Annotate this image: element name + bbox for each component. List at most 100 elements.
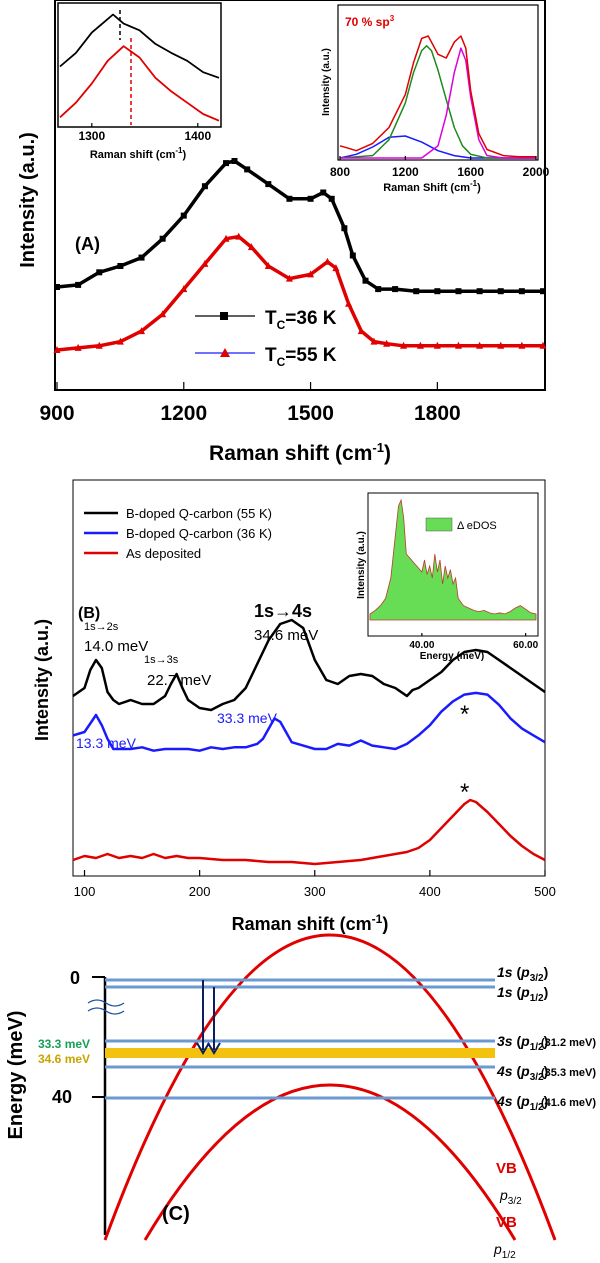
inset-a2-xlabel-text: Raman Shift (cm (383, 182, 470, 194)
inset-a1-xlabel-end: ) (183, 149, 187, 161)
panel-b-ylabel: Intensity (a.u.) (32, 619, 52, 741)
legend-55k-name: T (265, 345, 277, 366)
p12-label: p1/2 (493, 1241, 516, 1261)
a-lines-point-0-2 (96, 269, 103, 276)
level-label-5-sub: 1/2 (530, 1102, 544, 1113)
a1-lines-series-0 (59, 13, 220, 79)
annot-1s3s: 1s→3s (144, 654, 179, 666)
a-lines-point-1-11 (264, 262, 272, 269)
level-label-4-energy: (35.3 meV) (541, 1067, 596, 1079)
vb-curve-p12 (103, 933, 557, 1241)
panel-a-xlabel: Raman shift (cm-1) (209, 440, 391, 465)
a-lines-point-0-6 (180, 212, 187, 219)
panel-b-legend: B-doped Q-carbon (55 K) B-doped Q-carbon… (84, 506, 272, 561)
a-lines-point-0-20 (392, 286, 399, 293)
a-lines-point-0-18 (362, 277, 369, 284)
a-lines-point-1-14 (323, 257, 331, 265)
panel-b-series-2 (72, 798, 546, 866)
inset-a2-ylabel: Intensity (a.u.) (321, 48, 332, 116)
inset-a2-series (339, 35, 536, 159)
a2-ticks-label-1: 1200 (392, 165, 419, 179)
vb-curve-p32 (143, 1083, 517, 1241)
p12-label-sub: 1/2 (502, 1250, 516, 1261)
panel-b-xticks: 100 200 300 400 500 (74, 870, 556, 899)
panel-a-series (53, 158, 547, 353)
inset-b: Δ eDOS Intensity (a.u.) 40.00 60.00 Energ… (356, 492, 539, 662)
inset-b-xticks: 40.00 60.00 (409, 633, 539, 651)
a-lines-point-1-15 (332, 264, 340, 272)
vb-label-1: VB (496, 1160, 517, 1177)
a-lines-point-1-9 (235, 232, 243, 240)
panel-c: 0 40 Energy (meV) 33.3 meV 34.6 meV 1s (… (5, 933, 596, 1261)
a2-ticks-label-0: 800 (330, 165, 350, 179)
panel-a-xlabel-sup: -1 (372, 440, 384, 455)
yellow-band (105, 1048, 495, 1058)
panel-b: Intensity (a.u.) Raman shift (cm-1) 100 2… (32, 479, 556, 934)
a-ticks-label-0: 900 (39, 402, 74, 425)
panel-a-xlabel-end: ) (384, 442, 391, 465)
legend-36k-sub: C (277, 318, 286, 332)
a-lines-point-0-14 (320, 189, 327, 196)
a-lines-point-0-8 (223, 160, 230, 167)
panel-b-xlabel: Raman shift (cm-1) (232, 912, 389, 934)
a-lines-point-0-4 (138, 254, 145, 261)
a-lines-point-0-12 (286, 195, 293, 202)
inset-a2-xlabel-end: ) (477, 182, 481, 194)
a-lines-point-0-0 (54, 284, 60, 290)
axis-break-1 (87, 999, 125, 1007)
a-lines-point-1-5 (159, 310, 167, 318)
level-label-3-energy: (31.2 meV) (541, 1037, 596, 1049)
a-lines-series-0 (56, 159, 543, 293)
level-label-4: 4s (p3/2) (496, 1063, 548, 1083)
annot-34.6meV: 34.6 meV (254, 627, 318, 644)
legend-36k: TC=36 K (265, 308, 337, 332)
a-lines-point-0-22 (434, 288, 441, 295)
legend-55k-sub: C (277, 355, 286, 369)
level-label-5-energy: (41.6 meV) (541, 1097, 596, 1109)
level-label-1-sub: 3/2 (530, 973, 544, 984)
a-lines-point-1-27 (539, 341, 547, 349)
a-lines-point-0-11 (265, 181, 272, 188)
inset-b-xlabel: Energy (meV) (420, 651, 484, 662)
annot-star-asdep: * (460, 779, 469, 806)
level-label-3-sub: 1/2 (530, 1042, 544, 1053)
level-label-3-name: 3s (497, 1033, 513, 1049)
inset-b-ylabel: Intensity (a.u.) (356, 531, 367, 599)
level-label-3: 3s (p1/2) (497, 1033, 548, 1053)
a-lines-point-1-8 (222, 234, 230, 242)
level-label-2-sub: 1/2 (530, 993, 544, 1004)
inset-b-legend: Δ eDOS (457, 520, 497, 532)
b-ticks-label-4: 500 (534, 884, 556, 899)
axis-break-2 (87, 1007, 125, 1015)
inset-a1-xlabel-text: Raman shift (cm (90, 149, 176, 161)
band-label-33.3: 33.3 meV (38, 1037, 90, 1051)
a2-ticks-label-3: 2000 (523, 165, 550, 179)
inset-a1-xticks: 1300 1400 (78, 123, 211, 143)
a-ticks-label-2: 1500 (287, 402, 334, 425)
inset-a2-annotation-text: 70 % sp (345, 15, 390, 29)
panel-b-xlabel-sup: -1 (372, 912, 383, 926)
a-lines-point-0-16 (341, 225, 348, 232)
a-lines-point-1-6 (180, 285, 188, 293)
transition-arrows (196, 980, 221, 1055)
a-lines-point-0-15 (328, 195, 335, 202)
legend-b-36k: B-doped Q-carbon (36 K) (126, 526, 272, 541)
a-lines-point-1-23 (454, 341, 462, 349)
a-lines-point-0-3 (117, 263, 124, 269)
a-lines-point-1-1 (74, 343, 82, 351)
panel-b-frame (72, 479, 546, 877)
panel-b-xlabel-text: Raman shift (cm (232, 914, 372, 934)
annot-1s4s: 1s→4s (254, 601, 312, 621)
panel-a-legend: TC=36 K TC=55 K (195, 308, 337, 369)
panel-a-frame (54, 0, 546, 391)
a-lines-point-0-25 (497, 288, 504, 295)
legend-36k-rest: =36 K (285, 308, 337, 329)
a-lines-series-1 (56, 234, 543, 352)
a-lines-point-1-22 (433, 341, 441, 349)
inset-a2-frame (337, 4, 539, 161)
a-lines-point-1-26 (518, 341, 526, 349)
arrow-2-head (207, 1042, 221, 1055)
a-lines-point-0-27 (540, 288, 546, 295)
a-lines-point-1-4 (138, 327, 146, 335)
